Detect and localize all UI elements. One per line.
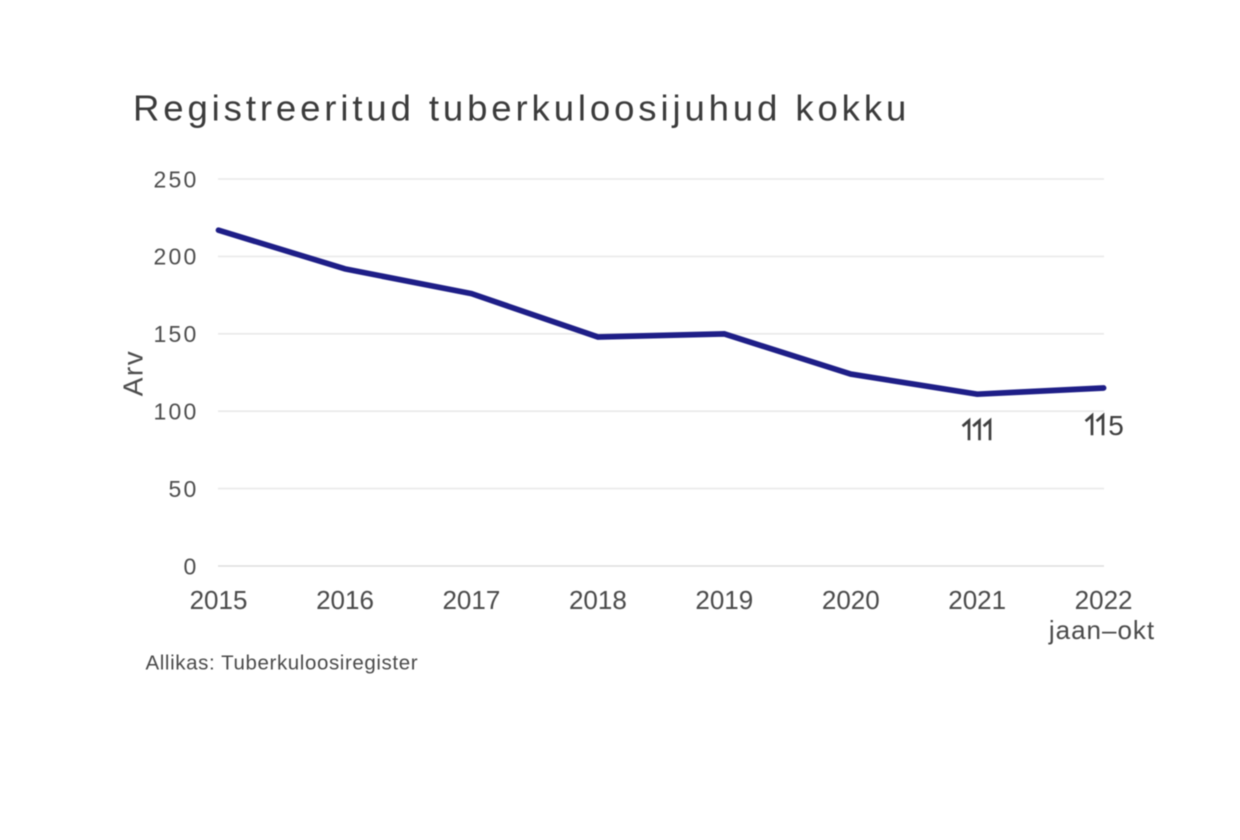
svg-text:100: 100 xyxy=(154,399,199,425)
svg-text:2020: 2020 xyxy=(822,585,880,615)
svg-text:2022: 2022 xyxy=(1075,585,1133,615)
svg-text:jaan–okt: jaan–okt xyxy=(1048,615,1155,645)
svg-text:Arv: Arv xyxy=(118,350,149,397)
svg-text:2018: 2018 xyxy=(569,585,627,615)
svg-text:150: 150 xyxy=(154,321,199,347)
svg-text:250: 250 xyxy=(154,166,199,192)
svg-text:2019: 2019 xyxy=(695,585,753,615)
svg-text:5: 5 xyxy=(1108,410,1124,441)
svg-text:2021: 2021 xyxy=(948,585,1006,615)
svg-text:0: 0 xyxy=(184,553,199,579)
svg-text:2015: 2015 xyxy=(190,585,248,615)
svg-text:2016: 2016 xyxy=(316,585,374,615)
svg-text:50: 50 xyxy=(169,476,199,502)
svg-text:2017: 2017 xyxy=(442,585,500,615)
svg-text:Allikas: Tuberkuloosiregister: Allikas: Tuberkuloosiregister xyxy=(146,652,419,675)
svg-text:200: 200 xyxy=(154,244,199,270)
svg-text:Registreeritud tuberkuloosijuh: Registreeritud tuberkuloosijuhud kokku xyxy=(133,88,910,129)
